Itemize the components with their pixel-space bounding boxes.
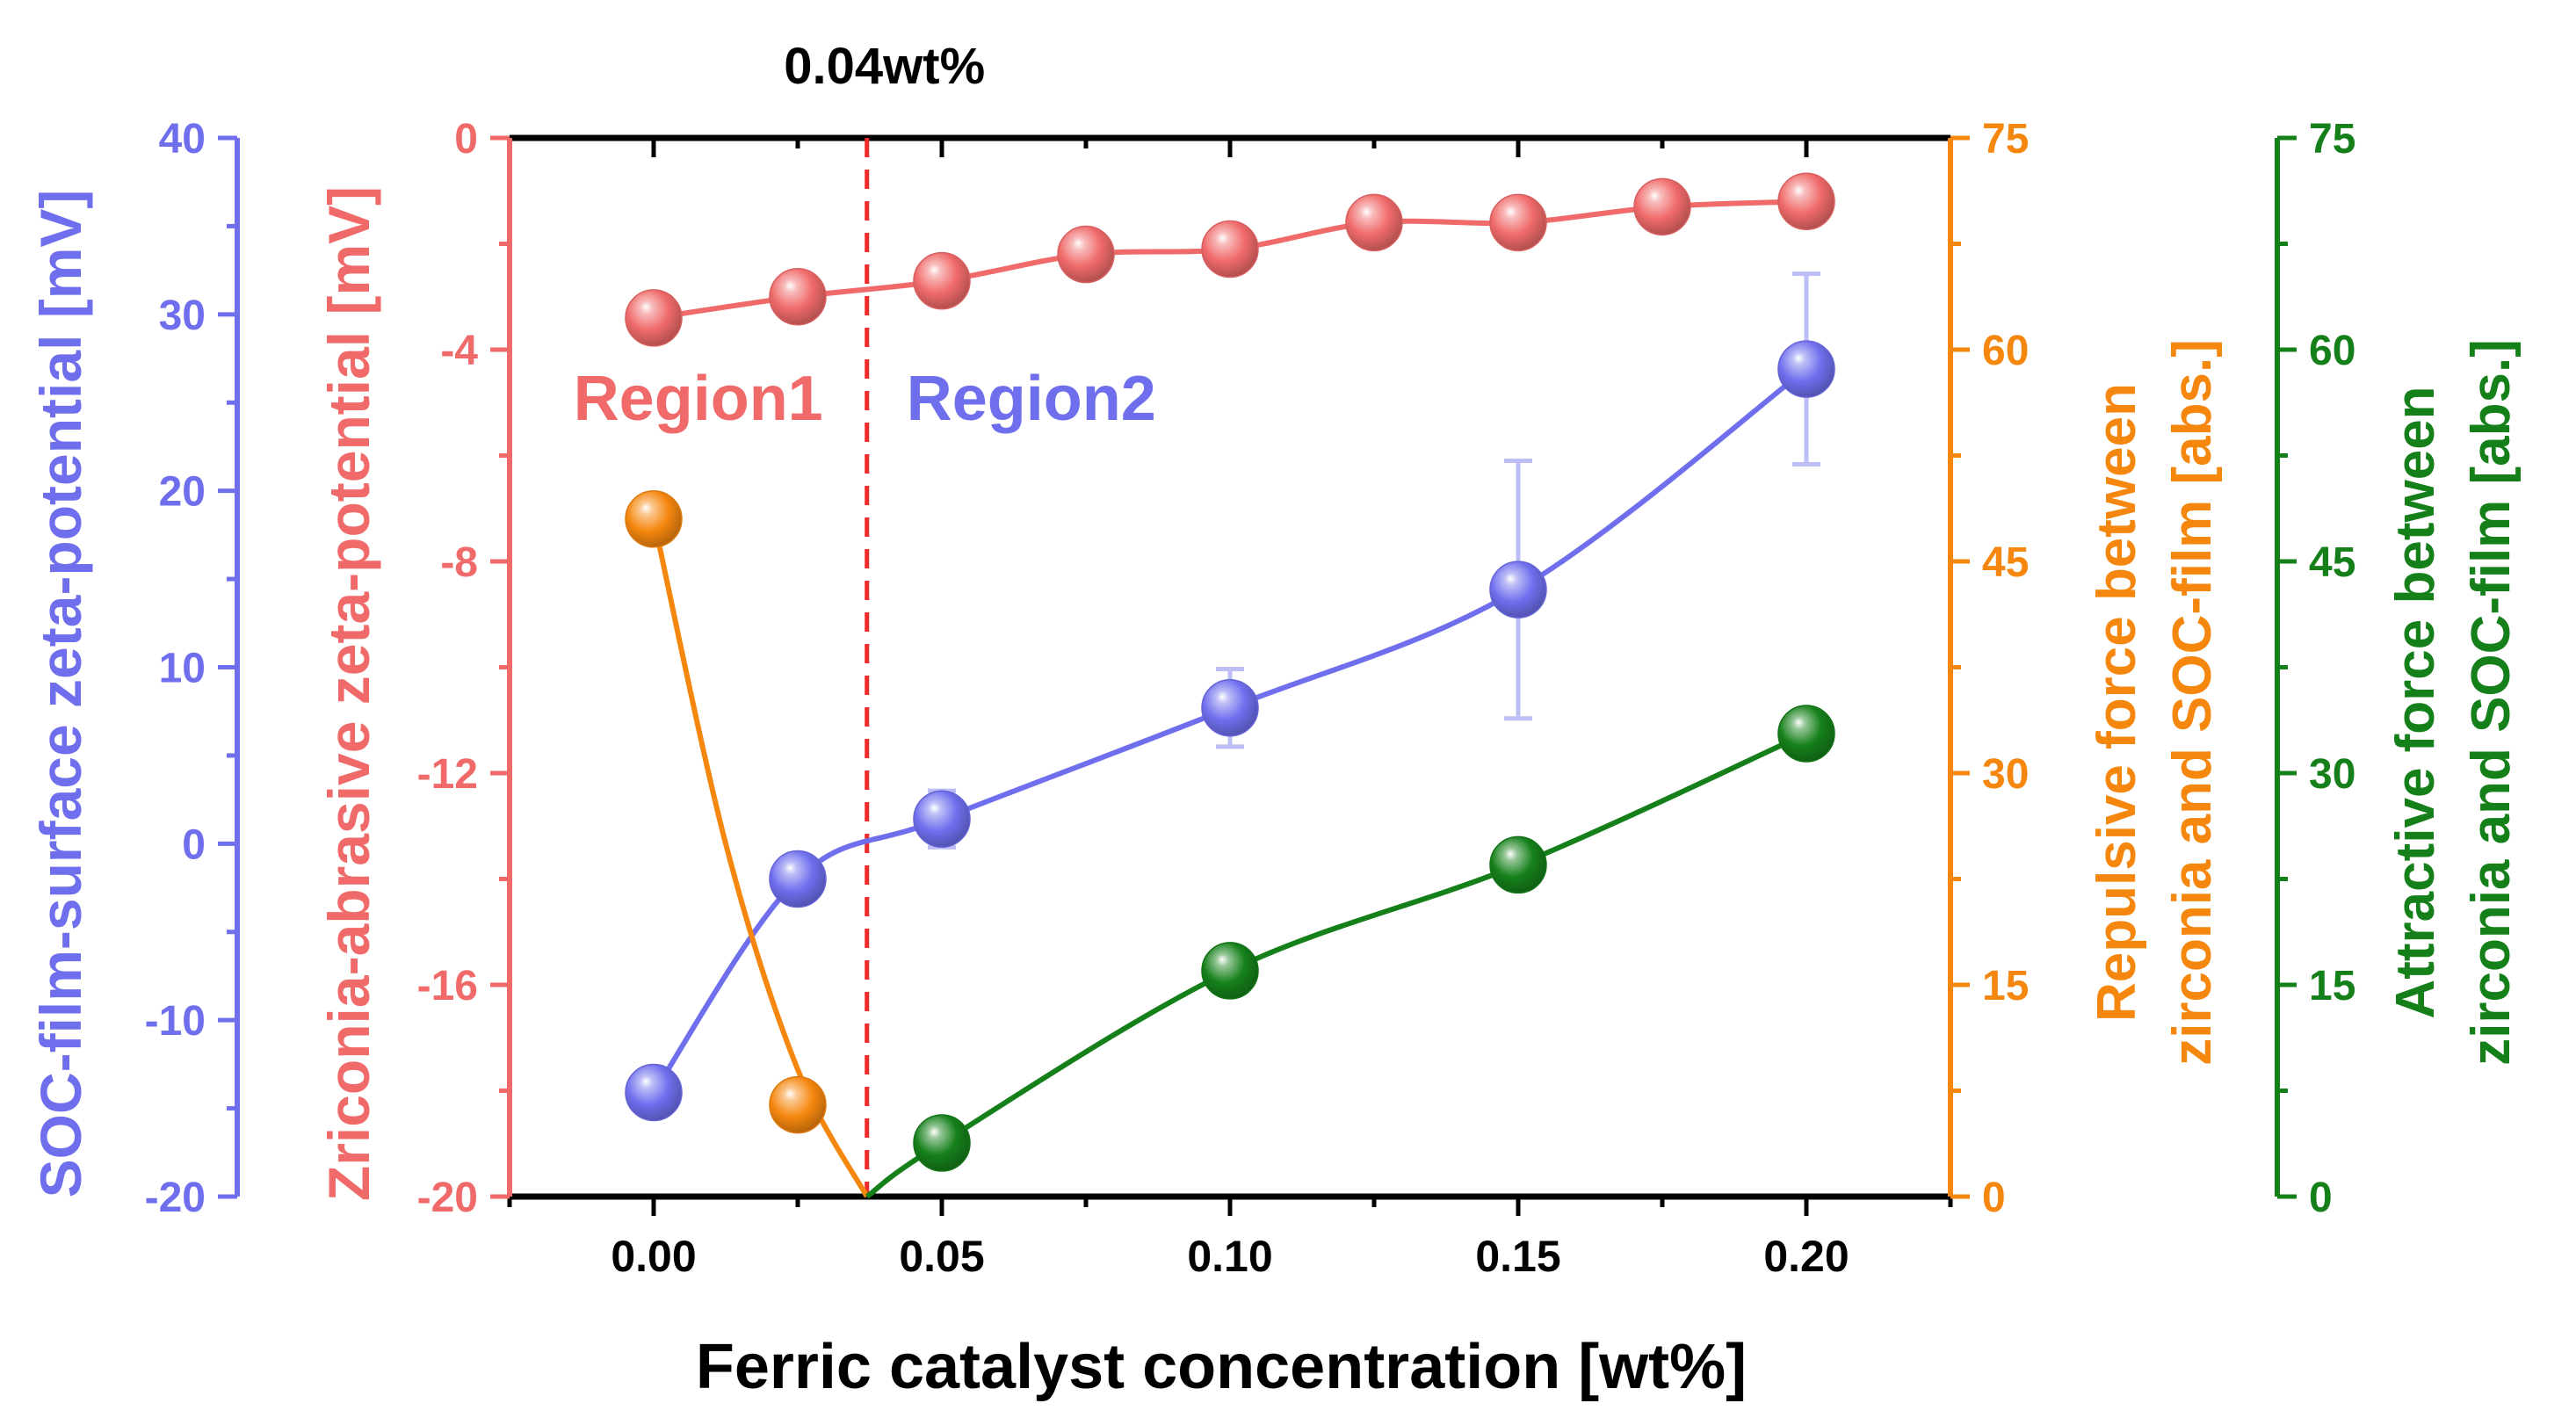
x-tick-label: 0.05 xyxy=(899,1232,984,1281)
y-tick-label-zr: -20 xyxy=(417,1175,478,1221)
x-tick-label: 0.10 xyxy=(1187,1232,1272,1281)
data-point-att xyxy=(1489,835,1547,894)
data-point-soc xyxy=(1201,678,1259,737)
y-tick-label-att: 60 xyxy=(2309,328,2355,374)
y-tick-label-zr: -4 xyxy=(440,328,478,374)
divider-label: 0.04wt% xyxy=(784,38,985,95)
data-point-zr xyxy=(1057,225,1115,284)
data-point-rep xyxy=(769,1075,827,1134)
x-tick-label: 0.20 xyxy=(1763,1232,1849,1281)
y-axis-label-rep: Repulsive force between xyxy=(2087,383,2147,1022)
data-point-att xyxy=(1201,942,1259,1000)
data-point-soc xyxy=(1489,561,1547,618)
data-point-rep xyxy=(625,490,683,548)
y-tick-label-rep: 45 xyxy=(1982,539,2029,586)
y-tick-label-soc: 10 xyxy=(159,646,206,692)
y-tick-label-rep: 30 xyxy=(1982,751,2029,798)
y-tick-label-att: 45 xyxy=(2309,539,2355,586)
y-tick-label-att: 15 xyxy=(2309,963,2355,1009)
region1-label: Region1 xyxy=(574,364,823,434)
y-tick-label-soc: 20 xyxy=(159,469,206,516)
y-tick-label-soc: 0 xyxy=(182,821,206,868)
y-tick-label-zr: -8 xyxy=(440,539,478,586)
y-tick-label-att: 0 xyxy=(2309,1175,2333,1221)
y-tick-label-rep: 0 xyxy=(1982,1175,2006,1221)
data-points-group xyxy=(625,172,1835,1172)
data-point-zr xyxy=(1489,193,1547,252)
y-tick-label-soc: 30 xyxy=(159,293,206,339)
data-point-soc xyxy=(1777,340,1835,398)
data-point-soc xyxy=(625,1063,683,1122)
data-point-zr xyxy=(1345,193,1403,252)
y-tick-label-zr: -16 xyxy=(417,963,478,1009)
y-tick-label-soc: -10 xyxy=(145,998,206,1045)
y-axis-label-rep: zirconia and SOC-film [abs.] xyxy=(2162,339,2223,1066)
data-point-soc xyxy=(769,850,827,908)
data-point-att xyxy=(913,1114,971,1172)
data-point-zr xyxy=(769,268,827,326)
x-tick-label: 0.00 xyxy=(611,1232,696,1281)
data-point-att xyxy=(1777,705,1835,763)
data-point-zr xyxy=(1633,177,1691,236)
axes-group xyxy=(218,135,2297,1216)
data-point-zr xyxy=(1777,172,1835,231)
region2-label: Region2 xyxy=(907,364,1156,434)
y-tick-label-soc: 40 xyxy=(159,116,206,163)
y-axis-label-att: Attractive force between xyxy=(2385,386,2446,1018)
x-tick-label: 0.15 xyxy=(1475,1232,1560,1281)
data-point-soc xyxy=(913,790,971,848)
y-tick-label-soc: -20 xyxy=(145,1175,206,1221)
y-axis-label-soc: SOC-film-surface zeta-potential [mV] xyxy=(28,190,93,1198)
labels-group: 0.00 0.05 0.10 0.15 0.20 Ferric catalyst conc… xyxy=(28,38,2522,1402)
y-tick-label-zr: 0 xyxy=(454,116,478,163)
data-point-zr xyxy=(625,289,683,347)
y-tick-label-rep: 75 xyxy=(1982,116,2029,163)
y-axis-label-zr: Zriconia-abrasive zeta-potential [mV] xyxy=(316,186,381,1201)
y-tick-label-att: 75 xyxy=(2309,116,2355,163)
data-point-zr xyxy=(1201,220,1259,278)
y-tick-label-att: 30 xyxy=(2309,751,2355,798)
data-point-zr xyxy=(913,251,971,310)
y-tick-label-rep: 15 xyxy=(1982,963,2029,1009)
x-axis-label: Ferric catalyst concentration [wt%] xyxy=(696,1332,1747,1402)
y-tick-label-zr: -12 xyxy=(417,751,478,798)
y-tick-label-rep: 60 xyxy=(1982,328,2029,374)
y-axis-label-att: zirconia and SOC-film [abs.] xyxy=(2461,339,2522,1066)
fit-line-rep xyxy=(651,518,870,1198)
fit-line-att xyxy=(865,731,1808,1199)
